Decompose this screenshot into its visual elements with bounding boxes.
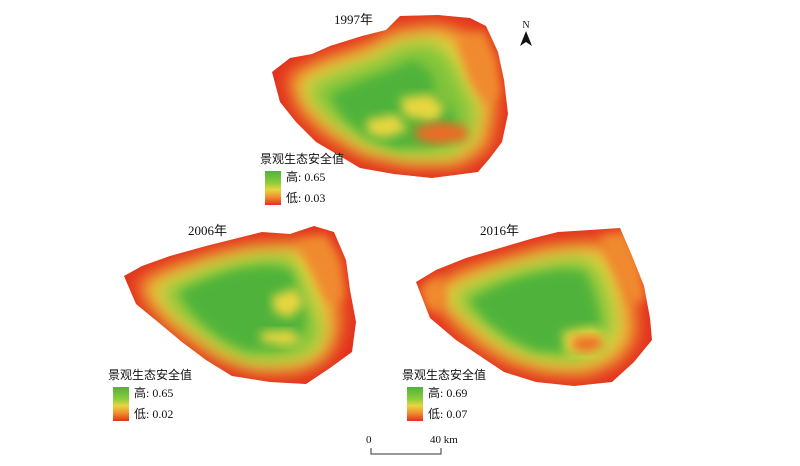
legend-low-label: 低: 0.03: [286, 191, 326, 205]
scale-bar-start-label: 0: [366, 434, 372, 446]
legend-2006: 景观生态安全值 高: 0.65 低: 0.02: [108, 366, 192, 421]
map-year-label-1997: 1997年: [334, 12, 374, 27]
legend-low-label: 低: 0.02: [134, 407, 174, 421]
legend-1997: 景观生态安全值 高: 0.65 低: 0.03: [260, 150, 344, 205]
north-arrow-icon: [520, 31, 532, 46]
scale-bar: 0 40 km: [366, 434, 478, 458]
map-year-label-2006: 2006年: [188, 223, 228, 238]
map-year-label-2016: 2016年: [480, 223, 520, 238]
legend-color-ramp: [265, 171, 281, 205]
legend-color-ramp: [407, 387, 423, 421]
legend-color-ramp: [113, 387, 129, 421]
scale-bar-line: [370, 448, 442, 455]
north-arrow: N: [516, 20, 536, 47]
scale-bar-end-label: 40 km: [430, 434, 458, 446]
legend-high-label: 高: 0.65: [134, 386, 174, 400]
legend-high-label: 高: 0.69: [428, 386, 468, 400]
north-label: N: [522, 20, 530, 31]
legend-high-label: 高: 0.65: [286, 170, 326, 184]
legend-title: 景观生态安全值: [108, 368, 193, 382]
legend-title: 景观生态安全值: [260, 152, 345, 166]
legend-title: 景观生态安全值: [402, 368, 487, 382]
legend-2016: 景观生态安全值 高: 0.69 低: 0.07: [402, 366, 486, 421]
legend-low-label: 低: 0.07: [428, 407, 468, 421]
